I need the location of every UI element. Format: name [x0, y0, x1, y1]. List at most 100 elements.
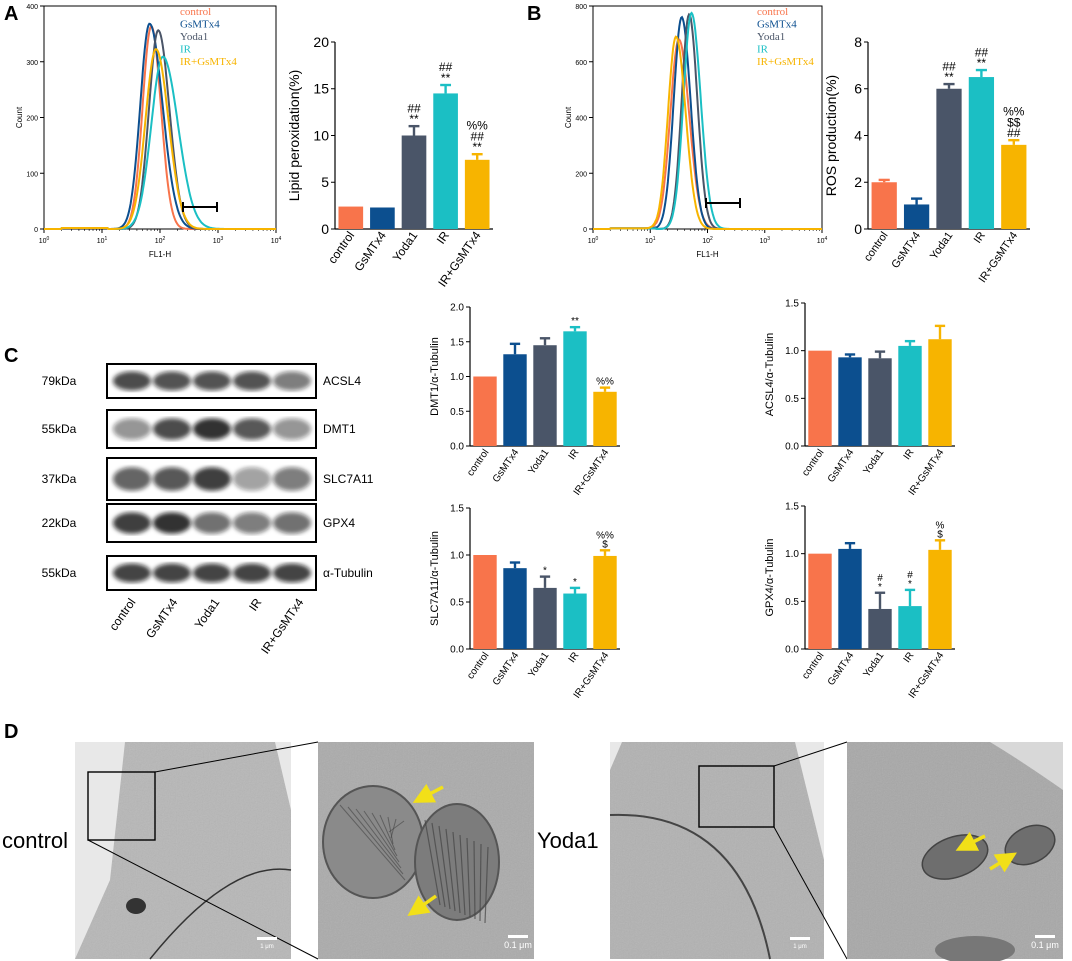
zoom-line [773, 826, 848, 960]
significance-mark: ** [441, 71, 451, 85]
significance-mark: $ [602, 539, 608, 550]
blot-band [233, 467, 271, 491]
significance-mark: %% [596, 530, 614, 541]
blot-band [273, 467, 311, 491]
nucleus-edge [609, 813, 771, 960]
significance-mark: ## [407, 101, 421, 115]
scale-label: 1 μm [793, 944, 806, 950]
y-tick-label: 200 [575, 171, 587, 178]
blot-band [273, 563, 311, 583]
y-tick-label: 600 [575, 60, 587, 67]
scale-label: 0.1 μm [504, 940, 532, 950]
protein-label: DMT1 [323, 422, 356, 436]
bar-ir-gsmtx4 [464, 159, 490, 229]
lane-label: IR [246, 595, 265, 613]
histogram-curve [593, 11, 822, 230]
x-tick-label: 100 [39, 236, 50, 245]
y-tick-label: 6 [854, 81, 862, 97]
bar-control [473, 555, 497, 649]
x-tick-label: IR [902, 650, 917, 665]
x-tick-label: IR [567, 447, 582, 462]
significance-mark: ** [409, 112, 419, 126]
bar-control [808, 553, 832, 649]
blot-band [193, 467, 231, 491]
kda-label: 55kDa [42, 422, 77, 436]
scale-bar [790, 937, 810, 940]
histogram-curve [593, 38, 822, 230]
scale-label: 1 μm [260, 944, 273, 950]
y-tick-label: 1.5 [450, 504, 464, 515]
x-tick-label: GsMTx4 [889, 230, 923, 271]
x-tick-label: control [465, 447, 491, 478]
blot-band [153, 467, 191, 491]
x-tick-label: control [325, 229, 357, 267]
blot-band [153, 371, 191, 391]
significance-mark: ** [571, 316, 579, 327]
western-blot: 79kDa ACSL4 55kDa DMT1 37kDa SLC7A11 22kDa GPX4… [42, 363, 374, 656]
legend-entry: control [180, 6, 211, 18]
crista [363, 810, 400, 863]
y-axis-label: SLC7A11/α-Tubulin [429, 531, 441, 626]
x-tick-label: Yoda1 [928, 230, 956, 262]
x-tick-label: IR [567, 650, 582, 665]
x-tick-label: control [800, 650, 826, 681]
protein-label: α-Tubulin [323, 566, 373, 580]
y-tick-label: 4 [854, 127, 862, 143]
legend-entry: control [757, 6, 788, 18]
crista [431, 822, 446, 908]
blot-band [113, 418, 151, 440]
blot-band [233, 418, 271, 440]
organelle [935, 936, 1015, 961]
x-tick-label: Yoda1 [526, 447, 551, 477]
blot-band [233, 563, 271, 583]
significance-mark: * [878, 582, 882, 593]
y-tick-label: 2 [854, 174, 862, 190]
x-tick-label: GsMTx4 [491, 447, 522, 485]
blot-band [193, 563, 231, 583]
lane-label: Yoda1 [192, 595, 223, 631]
zoom-box [698, 765, 775, 828]
x-tick-label: GsMTx4 [351, 228, 389, 273]
y-tick-label: 8 [854, 34, 862, 50]
panel-label-c: C [4, 345, 18, 367]
crista [452, 831, 461, 914]
x-tick-label: GsMTx4 [826, 650, 857, 688]
kda-label: 22kDa [42, 516, 77, 530]
bar-yoda1 [533, 587, 557, 649]
bar-chart-slc7a11: 0.0 0.5 1.0 1.5 SLC7A11/α-Tubulin control GsMT… [429, 504, 620, 701]
bar-ir-gsmtx4 [928, 549, 952, 649]
significance-mark: ** [473, 140, 483, 154]
y-tick-label: 0 [583, 227, 587, 234]
blot-band [233, 371, 271, 391]
y-tick-label: 5 [321, 174, 329, 190]
scale-bar [508, 935, 528, 938]
legend-entry: IR+GsMTx4 [180, 56, 237, 68]
blot-band [113, 371, 151, 391]
protein-label: ACSL4 [323, 374, 361, 388]
bar-yoda1 [868, 358, 892, 446]
crista [379, 814, 396, 851]
blot-band [113, 512, 151, 534]
legend-entry: Yoda1 [757, 31, 785, 43]
tem-label-control: control [2, 828, 68, 853]
y-tick-label: 0.0 [785, 442, 799, 453]
y-tick-label: 0 [321, 221, 329, 237]
x-tick-label: 102 [155, 236, 166, 245]
bar-ir [563, 331, 587, 446]
protein-label: SLC7A11 [323, 472, 374, 486]
zoom-line [87, 839, 319, 960]
bar-chart-acsl4: 0.0 0.5 1.0 1.5 ACSL4/α-Tubulin control GsMTx4… [764, 299, 955, 498]
scale-label: 0.1 μm [1031, 940, 1059, 950]
x-tick-label: 103 [759, 236, 770, 245]
bar-chart-dmt1: 0.0 0.5 1.0 1.5 2.0 DMT1/α-Tubulin control GsMT… [429, 303, 620, 498]
blot-band [273, 371, 311, 391]
lane-label: control [106, 596, 138, 634]
kda-label: 37kDa [42, 472, 77, 486]
significance-mark: # [907, 570, 913, 581]
zoom-line [154, 741, 319, 773]
lane-label: GsMTx4 [143, 595, 181, 640]
crista [339, 804, 406, 881]
x-tick-label: Yoda1 [526, 650, 551, 680]
zoom-box [87, 771, 156, 841]
